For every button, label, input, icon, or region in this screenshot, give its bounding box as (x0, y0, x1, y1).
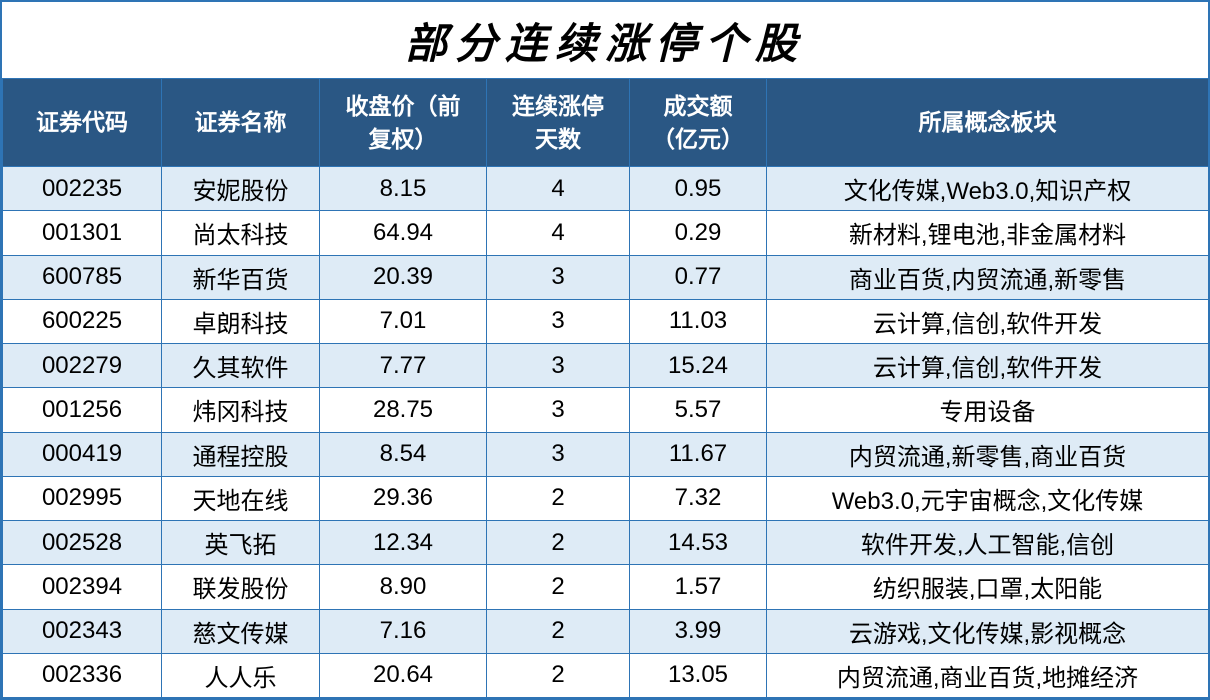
cell-concepts: Web3.0,元宇宙概念,文化传媒 (766, 475, 1209, 522)
cell-price: 29.36 (319, 475, 487, 522)
cell-days: 2 (486, 564, 630, 610)
cell-name: 尚太科技 (161, 210, 320, 256)
cell-price: 7.16 (319, 608, 487, 654)
table-row: 002235 安妮股份 8.15 4 0.95 文化传媒,Web3.0,知识产权 (2, 165, 1209, 212)
cell-concepts: 内贸流通,商业百货,地摊经济 (766, 652, 1209, 699)
cell-concepts: 文化传媒,Web3.0,知识产权 (766, 165, 1209, 212)
cell-days: 3 (486, 431, 630, 477)
cell-days: 2 (486, 652, 630, 699)
table-row: 002279 久其软件 7.77 3 15.24 云计算,信创,软件开发 (2, 342, 1209, 389)
cell-code: 002343 (2, 608, 162, 654)
cell-turnover: 0.77 (629, 254, 767, 300)
cell-turnover: 11.03 (629, 298, 767, 345)
header-concepts: 所属概念板块 (766, 78, 1209, 167)
cell-concepts: 专用设备 (766, 387, 1209, 433)
cell-days: 3 (486, 254, 630, 300)
cell-name: 新华百货 (161, 254, 320, 300)
header-price: 收盘价（前 复权） (319, 78, 487, 167)
cell-turnover: 11.67 (629, 431, 767, 477)
cell-turnover: 0.29 (629, 210, 767, 256)
table-row: 002995 天地在线 29.36 2 7.32 Web3.0,元宇宙概念,文化传媒 (2, 475, 1209, 522)
cell-code: 002528 (2, 519, 162, 566)
cell-turnover: 1.57 (629, 564, 767, 610)
cell-code: 002279 (2, 342, 162, 389)
cell-concepts: 内贸流通,新零售,商业百货 (766, 431, 1209, 477)
cell-concepts: 云游戏,文化传媒,影视概念 (766, 608, 1209, 654)
cell-name: 通程控股 (161, 431, 320, 477)
cell-price: 8.15 (319, 165, 487, 212)
table-row: 001256 炜冈科技 28.75 3 5.57 专用设备 (2, 387, 1209, 433)
cell-code: 001256 (2, 387, 162, 433)
cell-days: 3 (486, 298, 630, 345)
cell-name: 炜冈科技 (161, 387, 320, 433)
cell-turnover: 5.57 (629, 387, 767, 433)
cell-turnover: 14.53 (629, 519, 767, 566)
cell-price: 12.34 (319, 519, 487, 566)
header-row: 证券代码 证券名称 收盘价（前 复权） 连续涨停 天数 成交额 （亿元） 所属概… (2, 78, 1209, 167)
cell-days: 4 (486, 210, 630, 256)
cell-price: 28.75 (319, 387, 487, 433)
table-row: 001301 尚太科技 64.94 4 0.29 新材料,锂电池,非金属材料 (2, 210, 1209, 256)
header-code: 证券代码 (2, 78, 162, 167)
cell-name: 慈文传媒 (161, 608, 320, 654)
cell-price: 8.90 (319, 564, 487, 610)
cell-turnover: 15.24 (629, 342, 767, 389)
cell-name: 天地在线 (161, 475, 320, 522)
table-row: 002528 英飞拓 12.34 2 14.53 软件开发,人工智能,信创 (2, 519, 1209, 566)
cell-price: 64.94 (319, 210, 487, 256)
cell-price: 7.77 (319, 342, 487, 389)
cell-code: 000419 (2, 431, 162, 477)
cell-concepts: 新材料,锂电池,非金属材料 (766, 210, 1209, 256)
page-title: 部分连续涨停个股 (404, 18, 805, 68)
cell-concepts: 云计算,信创,软件开发 (766, 342, 1209, 389)
cell-code: 001301 (2, 210, 162, 256)
cell-price: 20.64 (319, 652, 487, 699)
cell-code: 002394 (2, 564, 162, 610)
table-row: 600225 卓朗科技 7.01 3 11.03 云计算,信创,软件开发 (2, 298, 1209, 345)
cell-days: 2 (486, 475, 630, 522)
stocks-table: 证券代码 证券名称 收盘价（前 复权） 连续涨停 天数 成交额 （亿元） 所属概… (2, 78, 1209, 699)
cell-code: 002336 (2, 652, 162, 699)
cell-name: 安妮股份 (161, 165, 320, 212)
cell-days: 4 (486, 165, 630, 212)
table-header: 证券代码 证券名称 收盘价（前 复权） 连续涨停 天数 成交额 （亿元） 所属概… (2, 78, 1209, 167)
cell-concepts: 纺织服装,口罩,太阳能 (766, 564, 1209, 610)
cell-code: 002995 (2, 475, 162, 522)
cell-days: 3 (486, 342, 630, 389)
cell-name: 人人乐 (161, 652, 320, 699)
cell-days: 2 (486, 608, 630, 654)
table-row: 002336 人人乐 20.64 2 13.05 内贸流通,商业百货,地摊经济 (2, 652, 1209, 699)
table-row: 600785 新华百货 20.39 3 0.77 商业百货,内贸流通,新零售 (2, 254, 1209, 300)
cell-days: 2 (486, 519, 630, 566)
cell-turnover: 7.32 (629, 475, 767, 522)
cell-price: 20.39 (319, 254, 487, 300)
table-row: 002394 联发股份 8.90 2 1.57 纺织服装,口罩,太阳能 (2, 564, 1209, 610)
cell-code: 600225 (2, 298, 162, 345)
table-body: 002235 安妮股份 8.15 4 0.95 文化传媒,Web3.0,知识产权 00130… (2, 165, 1209, 699)
header-name: 证券名称 (161, 78, 320, 167)
cell-name: 久其软件 (161, 342, 320, 389)
cell-name: 联发股份 (161, 564, 320, 610)
cell-days: 3 (486, 387, 630, 433)
cell-turnover: 0.95 (629, 165, 767, 212)
cell-price: 8.54 (319, 431, 487, 477)
cell-concepts: 云计算,信创,软件开发 (766, 298, 1209, 345)
cell-turnover: 13.05 (629, 652, 767, 699)
cell-name: 卓朗科技 (161, 298, 320, 345)
header-turnover: 成交额 （亿元） (629, 78, 767, 167)
title-bar: 部分连续涨停个股 (2, 2, 1208, 78)
table-row: 002343 慈文传媒 7.16 2 3.99 云游戏,文化传媒,影视概念 (2, 608, 1209, 654)
header-days: 连续涨停 天数 (486, 78, 630, 167)
table-row: 000419 通程控股 8.54 3 11.67 内贸流通,新零售,商业百货 (2, 431, 1209, 477)
cell-code: 002235 (2, 165, 162, 212)
cell-turnover: 3.99 (629, 608, 767, 654)
cell-concepts: 软件开发,人工智能,信创 (766, 519, 1209, 566)
cell-code: 600785 (2, 254, 162, 300)
cell-name: 英飞拓 (161, 519, 320, 566)
cell-concepts: 商业百货,内贸流通,新零售 (766, 254, 1209, 300)
cell-price: 7.01 (319, 298, 487, 345)
